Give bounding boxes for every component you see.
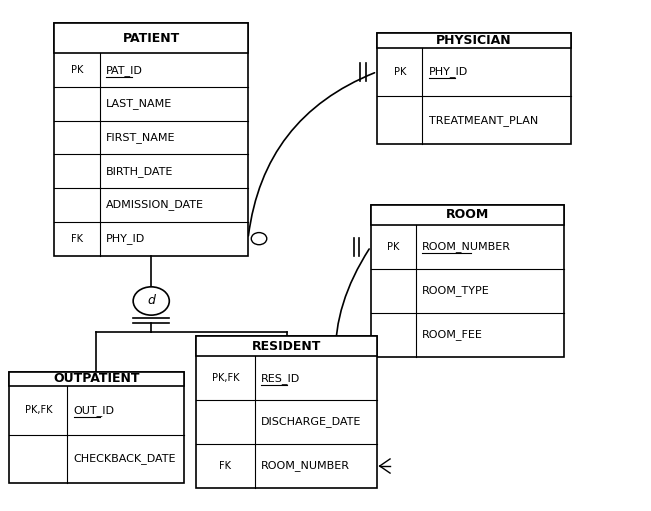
Text: FK: FK (219, 461, 232, 471)
Text: ROOM_TYPE: ROOM_TYPE (422, 285, 490, 296)
Circle shape (133, 287, 169, 315)
Text: PATIENT: PATIENT (122, 32, 180, 44)
FancyArrowPatch shape (249, 73, 374, 236)
Text: RESIDENT: RESIDENT (252, 340, 322, 353)
Text: PK,FK: PK,FK (25, 405, 52, 415)
Text: FK: FK (71, 234, 83, 244)
Text: RES_ID: RES_ID (261, 373, 300, 384)
Text: PHYSICIAN: PHYSICIAN (436, 34, 512, 47)
Bar (197, 336, 377, 356)
Text: PK,FK: PK,FK (212, 373, 239, 383)
FancyArrowPatch shape (335, 249, 376, 464)
Text: OUT_ID: OUT_ID (74, 405, 115, 416)
Text: ROOM: ROOM (446, 208, 489, 221)
Text: ROOM_FEE: ROOM_FEE (422, 329, 483, 340)
Text: CHECKBACK_DATE: CHECKBACK_DATE (74, 453, 176, 464)
Text: TREATMEANT_PLAN: TREATMEANT_PLAN (429, 114, 538, 126)
Text: ROOM_NUMBER: ROOM_NUMBER (261, 460, 350, 472)
Bar (9, 371, 184, 386)
Bar (370, 205, 564, 225)
Text: PK: PK (71, 65, 83, 75)
Circle shape (251, 233, 267, 245)
Bar (55, 23, 248, 256)
Bar (377, 33, 571, 48)
Text: ADMISSION_DATE: ADMISSION_DATE (106, 199, 204, 211)
Text: ROOM_NUMBER: ROOM_NUMBER (422, 241, 511, 252)
Bar (9, 371, 184, 483)
Bar (370, 205, 564, 357)
Bar (55, 23, 248, 53)
Text: BIRTH_DATE: BIRTH_DATE (106, 166, 173, 177)
Text: OUTPATIENT: OUTPATIENT (53, 373, 139, 385)
Bar (377, 33, 571, 144)
Text: LAST_NAME: LAST_NAME (106, 98, 173, 109)
Text: FIRST_NAME: FIRST_NAME (106, 132, 176, 143)
Text: DISCHARGE_DATE: DISCHARGE_DATE (261, 416, 361, 428)
Text: PK: PK (387, 242, 400, 251)
Text: PK: PK (394, 67, 406, 77)
Text: PHY_ID: PHY_ID (106, 233, 145, 244)
Text: d: d (147, 294, 155, 308)
Text: PHY_ID: PHY_ID (429, 66, 468, 77)
Text: PAT_ID: PAT_ID (106, 64, 143, 76)
Bar (197, 336, 377, 488)
